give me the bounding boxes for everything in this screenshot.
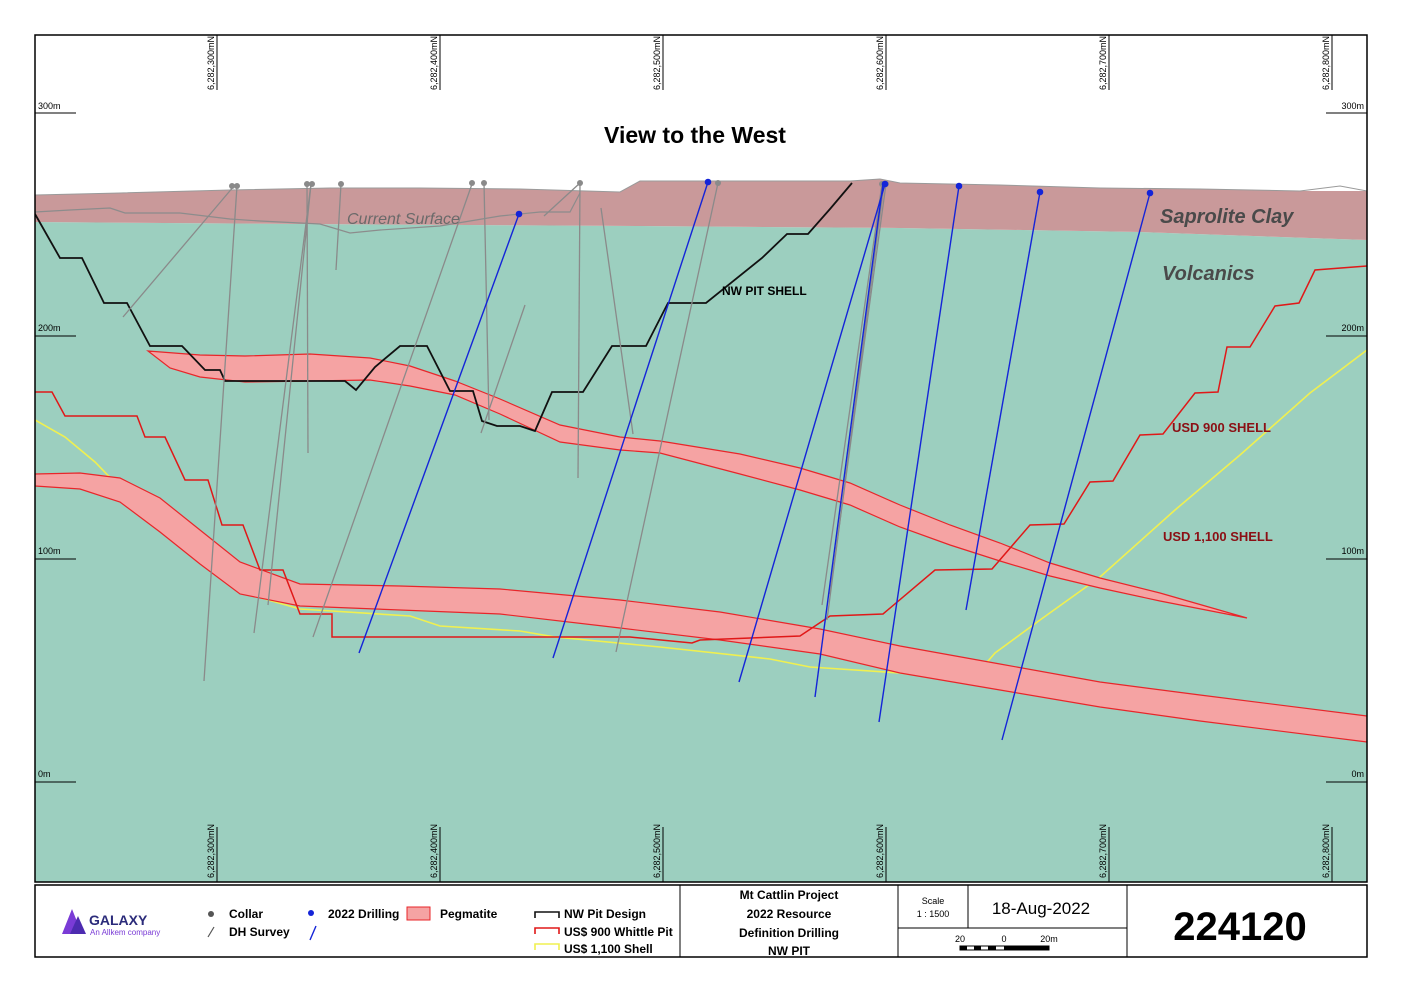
shell-1100-symbol xyxy=(534,943,560,950)
elevation-label-0-right: 0m xyxy=(1351,769,1364,779)
drilling-2022-trace-symbol xyxy=(309,925,317,941)
elevation-label-200-right: 200m xyxy=(1341,323,1364,333)
logo-tagline: An Allkem company xyxy=(90,928,160,937)
current-surface-line xyxy=(35,192,581,234)
nw-pit-design-line xyxy=(35,182,853,433)
galaxy-logo: GALAXY An Allkem company xyxy=(62,909,160,937)
northing-label-top-6: 6,282,800mN xyxy=(1321,36,1331,90)
elevation-label-300-right: 300m xyxy=(1341,101,1364,111)
legend-shell-1100: US$ 1,100 Shell xyxy=(564,942,653,956)
elevation-label-300-left: 300m xyxy=(38,101,61,111)
usd-900-shell-label: USD 900 SHELL xyxy=(1172,420,1271,435)
nw-pit-shell-label: NW PIT SHELL xyxy=(722,284,807,298)
drawing-number: 224120 xyxy=(1173,905,1306,949)
scale-label: Scale xyxy=(922,896,945,906)
northing-label-bottom-4: 6,282,600mN xyxy=(875,824,885,878)
northing-label-bottom-3: 6,282,500mN xyxy=(652,824,662,878)
elevation-label-0-left: 0m xyxy=(38,769,51,779)
elevation-label-200-left: 200m xyxy=(38,323,61,333)
scale-bar xyxy=(959,945,1050,951)
view-title: View to the West xyxy=(604,122,786,148)
project-line-3: Definition Drilling xyxy=(739,926,839,940)
usd-900-whittle-pit-line xyxy=(35,265,1367,644)
historic-drillholes xyxy=(122,182,887,682)
topographic-surface-line xyxy=(35,178,1367,196)
northing-label-bottom-2: 6,282,400mN xyxy=(429,824,439,878)
scale-ratio: 1 : 1500 xyxy=(917,909,950,919)
pegmatite-lower-lens xyxy=(35,472,1367,743)
project-line-1: Mt Cattlin Project xyxy=(740,888,839,902)
legend-2022-drilling: 2022 Drilling xyxy=(328,907,399,921)
project-line-4: NW PIT xyxy=(768,944,811,958)
elevation-label-100-left: 100m xyxy=(38,546,61,556)
northing-label-bottom-5: 6,282,700mN xyxy=(1098,824,1108,878)
saprolite-clay-label: Saprolite Clay xyxy=(1160,206,1294,228)
scale-bar-left-label: 20 xyxy=(955,934,965,944)
title-block xyxy=(34,884,1368,958)
legend-dh-survey: DH Survey xyxy=(229,925,290,939)
northing-label-bottom-1: 6,282,300mN xyxy=(206,824,216,878)
collar-symbol xyxy=(208,911,214,917)
legend-collar: Collar xyxy=(229,907,263,921)
legend-whittle-900: US$ 900 Whittle Pit xyxy=(564,925,673,939)
northing-label-top-2: 6,282,400mN xyxy=(429,36,439,90)
drilling-2022-collar-symbol xyxy=(308,910,314,916)
drilling-2022-holes xyxy=(358,181,1151,741)
northing-label-top-3: 6,282,500mN xyxy=(652,36,662,90)
title-block-dividers xyxy=(679,885,1128,957)
drawing-date: 18-Aug-2022 xyxy=(992,899,1090,918)
northing-label-top-5: 6,282,700mN xyxy=(1098,36,1108,90)
map-frame-border xyxy=(34,34,1368,883)
elevation-label-100-right: 100m xyxy=(1341,546,1364,556)
dh-survey-symbol xyxy=(207,926,215,938)
logo-wordmark: GALAXY xyxy=(89,912,148,928)
elevation-ticks xyxy=(35,112,1367,783)
current-surface-label: Current Surface xyxy=(347,211,460,228)
usd-1100-shell-label: USD 1,100 SHELL xyxy=(1163,529,1273,544)
drilling-2022-collars xyxy=(515,178,1154,218)
project-line-2: 2022 Resource xyxy=(747,907,832,921)
pegmatite-upper-lens xyxy=(146,350,1248,619)
northing-label-top-1: 6,282,300mN xyxy=(206,36,216,90)
pegmatite-swatch xyxy=(406,906,431,921)
legend-pegmatite: Pegmatite xyxy=(440,907,498,921)
scale-bar-right-label: 20m xyxy=(1040,934,1058,944)
whittle-900-symbol xyxy=(534,927,560,934)
scale-bar-mid-label: 0 xyxy=(1001,934,1006,944)
northing-label-bottom-6: 6,282,800mN xyxy=(1321,824,1331,878)
volcanics-unit xyxy=(35,222,1367,882)
pit-design-symbol xyxy=(534,911,560,918)
legend-nw-pit-design: NW Pit Design xyxy=(564,907,646,921)
volcanics-label: Volcanics xyxy=(1162,263,1255,285)
northing-label-top-4: 6,282,600mN xyxy=(875,36,885,90)
northing-ticks xyxy=(216,35,1333,882)
